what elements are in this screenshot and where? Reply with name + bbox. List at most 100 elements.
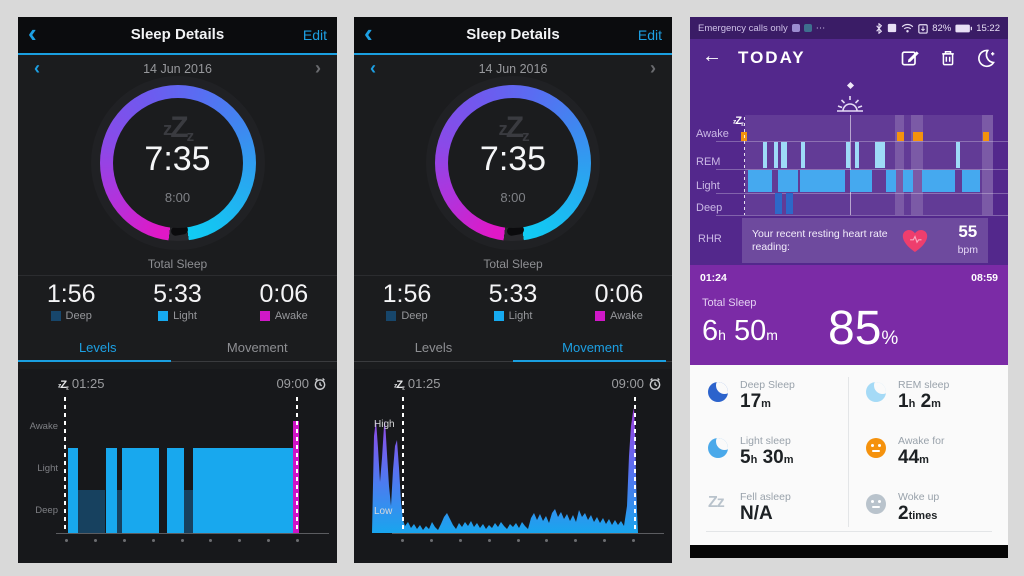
levels-segment-light: [193, 448, 293, 533]
previous-day-chevron-icon[interactable]: ‹: [34, 58, 40, 78]
summary-value: 1h 2m: [898, 391, 941, 412]
rhr-value: 55 bpm: [957, 222, 978, 256]
moon-icon: [708, 438, 728, 458]
page-title: Sleep Details: [466, 26, 560, 43]
sleep-stat-deep: 1:56 Deep: [46, 280, 96, 322]
date-label: 14 Jun 2016: [143, 62, 212, 76]
page-title: TODAY: [738, 48, 806, 67]
row-label-awake: Awake: [696, 128, 729, 140]
summary-value: N/A: [740, 503, 773, 524]
summary-label: Awake for: [898, 435, 945, 447]
zzz-icon: zZz: [498, 111, 529, 145]
levels-plot: [65, 406, 299, 533]
hypnogram-plot: zZz: [723, 115, 993, 215]
light-segment: [799, 170, 846, 192]
face-icon: [866, 438, 886, 458]
next-day-chevron-icon[interactable]: ›: [650, 58, 656, 78]
tick-dots: [401, 539, 635, 542]
levels-segment-deep: [116, 490, 123, 533]
edit-note-icon[interactable]: [900, 48, 920, 68]
bottom-divider: [706, 531, 992, 532]
wake-time-line: [850, 115, 851, 215]
axis-label-deep: Deep: [35, 505, 58, 516]
app-header: ‹ Sleep Details Edit: [18, 17, 337, 55]
levels-segment-awake: [292, 421, 299, 533]
summary-label: REM sleep: [898, 379, 950, 391]
sleep-goal-time: 8:00: [500, 190, 526, 205]
back-chevron-icon[interactable]: ‹: [28, 18, 37, 48]
sleep-start-line: [64, 397, 66, 534]
rem-segment: [846, 142, 850, 168]
date-label: 14 Jun 2016: [478, 62, 548, 76]
battery-icon: [955, 24, 973, 32]
sleep-stages-chart: Awake REM Light Deep zZz: [690, 81, 1008, 216]
movement-area-plot: [372, 408, 638, 533]
row-gridline: [716, 169, 1008, 170]
fall-asleep-line: [743, 117, 746, 215]
sleep-start-time: 01:24: [700, 272, 727, 284]
axis-label-awake: Awake: [29, 421, 58, 432]
total-sleep-time: 7:35: [144, 140, 211, 178]
total-sleep-label: Total Sleep: [702, 297, 757, 309]
movement-chart: zZz 01:25 09:00 High Low: [354, 369, 672, 563]
app-header: ‹ Sleep Details Edit: [354, 17, 672, 55]
sleep-moon-icon[interactable]: [976, 48, 996, 68]
awake-band: [911, 115, 924, 215]
rem-segment: [855, 142, 860, 168]
light-segment: [778, 170, 799, 192]
sleep-end-label: 09:00: [276, 376, 327, 391]
edit-button[interactable]: Edit: [302, 27, 327, 43]
sunrise-icon: [837, 96, 863, 112]
rhr-message: Your recent resting heart rate reading:: [752, 227, 888, 253]
tab-levels[interactable]: Levels: [414, 340, 453, 355]
app-header: ← TODAY: [690, 39, 1008, 81]
axis-label-low: Low: [374, 506, 393, 517]
light-segment: [903, 170, 914, 192]
sleep-efficiency-percent: 85%: [828, 302, 899, 355]
tab-levels[interactable]: Levels: [78, 340, 117, 355]
divider: [18, 275, 337, 276]
zz-icon: Zz: [708, 494, 725, 511]
tab-divider: [18, 361, 337, 362]
awake-marker: [913, 132, 923, 141]
trash-icon[interactable]: [938, 48, 958, 68]
light-segment: [961, 170, 981, 192]
total-sleep-caption: Total Sleep: [483, 257, 543, 271]
awake-marker: [982, 132, 989, 141]
previous-day-chevron-icon[interactable]: ‹: [370, 58, 376, 78]
light-segment: [849, 170, 873, 192]
awake-marker: [896, 132, 904, 141]
next-day-chevron-icon[interactable]: ›: [315, 58, 321, 78]
wifi-icon: [901, 23, 914, 33]
tab-bar: Levels Movement: [18, 335, 337, 361]
zzz-icon: zZz: [58, 379, 69, 392]
rem-segment: [875, 142, 885, 168]
page-title: Sleep Details: [130, 26, 225, 43]
back-chevron-icon[interactable]: ‹: [364, 18, 373, 48]
levels-segment-light: [67, 448, 79, 533]
tab-movement[interactable]: Movement: [226, 340, 288, 355]
axis-label-high: High: [374, 419, 395, 430]
sleep-start-line: [402, 397, 404, 534]
alarm-clock-icon: [649, 377, 661, 390]
levels-segment-light: [166, 448, 185, 533]
total-sleep-caption: Total Sleep: [147, 257, 208, 271]
moon-icon: [866, 382, 886, 402]
back-arrow-icon[interactable]: ←: [702, 45, 722, 67]
summary-value: 2times: [898, 503, 938, 524]
tab-movement[interactable]: Movement: [562, 340, 623, 355]
light-segment: [921, 170, 955, 192]
baseline: [392, 533, 664, 534]
sleep-end-label: 09:00: [611, 376, 662, 391]
total-sleep-duration: 6h 50m: [702, 315, 778, 347]
sleep-end-time: 08:59: [971, 272, 998, 284]
rhr-card[interactable]: Your recent resting heart rate reading: 5…: [742, 218, 988, 263]
carrier-text: Emergency calls only: [698, 22, 788, 34]
sleep-start-label: zZz 01:25: [58, 376, 105, 392]
data-saver-icon: [918, 23, 928, 34]
sleep-stat-awake: 0:06 Awake: [259, 280, 309, 322]
summary-label: Fell asleep: [740, 491, 791, 503]
rem-segment: [801, 142, 806, 168]
ring-center: zZz 7:35 8:00: [112, 98, 243, 228]
edit-button[interactable]: Edit: [637, 27, 662, 43]
